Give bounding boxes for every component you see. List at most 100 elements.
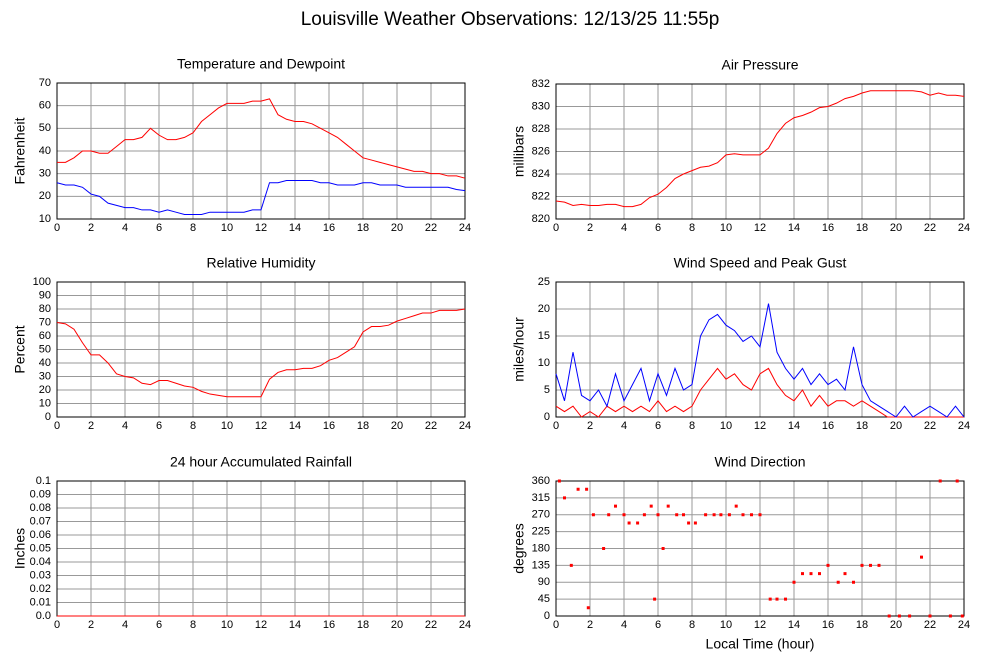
- y-tick-label: 0.02: [30, 583, 51, 595]
- y-tick-label: 270: [532, 509, 550, 521]
- data-point: [622, 513, 626, 517]
- y-tick-label: 60: [39, 100, 51, 112]
- x-tick-label: 14: [788, 619, 800, 631]
- x-tick-label: 22: [425, 619, 437, 631]
- x-tick-label: 2: [587, 619, 593, 631]
- y-tick-label: 90: [538, 576, 550, 588]
- x-tick-label: 22: [425, 222, 437, 234]
- x-tick-label: 4: [122, 420, 128, 432]
- data-point: [687, 521, 691, 525]
- y-tick-label: 25: [538, 276, 550, 288]
- data-point: [666, 504, 670, 508]
- x-tick-label: 18: [357, 420, 369, 432]
- y-tick-label: 828: [532, 123, 550, 135]
- data-line: [57, 98, 466, 179]
- x-tick-label: 10: [720, 420, 732, 432]
- x-tick-label: 8: [190, 420, 196, 432]
- y-tick-label: 0.07: [30, 515, 51, 527]
- x-tick-label: 20: [890, 619, 902, 631]
- data-point: [563, 496, 566, 500]
- data-point: [897, 614, 901, 618]
- y-tick-label: 0.09: [30, 488, 51, 500]
- y-tick-label: 0.05: [30, 542, 51, 554]
- data-point: [741, 513, 745, 517]
- data-line: [555, 90, 965, 208]
- x-tick-label: 4: [122, 619, 128, 631]
- data-point: [704, 513, 708, 517]
- x-tick-label: 0: [553, 420, 559, 432]
- x-tick-label: 4: [621, 619, 627, 631]
- x-axis-label: Local Time (hour): [706, 636, 815, 652]
- y-tick-label: 70: [39, 77, 51, 89]
- y-axis-label: degrees: [511, 523, 527, 574]
- y-tick-label: 0: [45, 411, 51, 423]
- x-tick-label: 4: [621, 420, 627, 432]
- y-tick-label: 315: [532, 492, 550, 504]
- y-tick-label: 40: [39, 145, 51, 157]
- plot-frame: [555, 281, 965, 418]
- y-tick-label: 180: [532, 542, 550, 554]
- x-tick-label: 10: [221, 222, 233, 234]
- data-point: [801, 572, 804, 576]
- y-tick-label: 830: [532, 100, 550, 112]
- x-tick-label: 18: [357, 222, 369, 234]
- y-axis-label: Percent: [12, 325, 28, 373]
- plot-title: Air Pressure: [721, 57, 798, 73]
- y-tick-label: 30: [39, 168, 51, 180]
- data-point: [775, 597, 779, 601]
- y-tick-label: 0.1: [36, 475, 51, 487]
- data-point: [693, 521, 697, 525]
- x-tick-label: 20: [890, 222, 902, 234]
- data-point: [649, 504, 653, 508]
- x-tick-label: 24: [958, 222, 970, 234]
- y-tick-label: 5: [544, 384, 550, 396]
- data-point: [809, 572, 813, 576]
- x-tick-label: 14: [289, 222, 301, 234]
- y-tick-label: 50: [39, 343, 51, 355]
- y-axis-label: Inches: [12, 528, 28, 569]
- data-point: [591, 513, 595, 517]
- x-tick-label: 18: [357, 619, 369, 631]
- x-tick-label: 6: [156, 420, 162, 432]
- data-point: [877, 563, 881, 567]
- x-tick-label: 8: [190, 222, 196, 234]
- plot-frame: [56, 281, 466, 418]
- data-point: [955, 479, 959, 483]
- y-tick-label: 820: [532, 213, 550, 225]
- data-point: [569, 563, 573, 567]
- x-tick-label: 14: [788, 222, 800, 234]
- x-tick-label: 0: [54, 420, 60, 432]
- x-tick-label: 0: [54, 222, 60, 234]
- x-tick-label: 24: [958, 619, 970, 631]
- x-tick-label: 6: [156, 619, 162, 631]
- x-tick-label: 6: [655, 420, 661, 432]
- plot-title: 24 hour Accumulated Rainfall: [170, 454, 352, 470]
- x-tick-label: 16: [822, 222, 834, 234]
- data-point: [818, 572, 821, 576]
- x-tick-label: 22: [425, 420, 437, 432]
- data-point: [557, 479, 561, 483]
- y-tick-label: 0.03: [30, 569, 51, 581]
- x-tick-label: 18: [856, 222, 868, 234]
- x-tick-label: 2: [88, 619, 94, 631]
- y-tick-label: 135: [532, 559, 550, 571]
- data-point: [576, 487, 580, 491]
- x-tick-label: 20: [391, 222, 403, 234]
- x-tick-label: 10: [720, 619, 732, 631]
- data-point: [928, 614, 932, 618]
- x-tick-label: 20: [890, 420, 902, 432]
- x-tick-label: 6: [655, 619, 661, 631]
- x-tick-label: 20: [391, 619, 403, 631]
- data-line: [56, 308, 466, 398]
- x-tick-label: 6: [655, 222, 661, 234]
- x-tick-label: 18: [856, 619, 868, 631]
- data-point: [585, 487, 589, 491]
- x-tick-label: 2: [587, 222, 593, 234]
- y-tick-label: 20: [39, 384, 51, 396]
- x-tick-label: 18: [856, 420, 868, 432]
- y-tick-label: 20: [39, 190, 51, 202]
- data-point: [792, 580, 796, 584]
- y-axis-label: miles/hour: [511, 317, 527, 382]
- data-point: [614, 504, 617, 508]
- data-point: [784, 597, 787, 601]
